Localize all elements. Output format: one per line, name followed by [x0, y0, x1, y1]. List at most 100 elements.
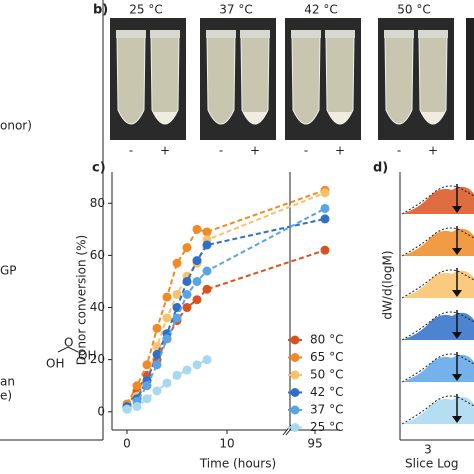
- point: [182, 365, 192, 375]
- x-axis-label: Slice Log: [405, 457, 459, 471]
- point: [172, 258, 182, 268]
- pellet: [421, 112, 445, 124]
- fragment: O: [64, 336, 73, 350]
- point: [192, 256, 202, 266]
- legend-label: 42 °C: [310, 385, 343, 399]
- tube-cap: [116, 30, 146, 38]
- tube-cap: [291, 30, 321, 38]
- point: [182, 276, 192, 286]
- arrow-head: [452, 248, 462, 255]
- point: [192, 224, 202, 234]
- x-tick-label: 95: [307, 437, 322, 451]
- tube-cap: [418, 30, 448, 38]
- temperature-label: 25 °C: [129, 3, 162, 17]
- tube-cap: [150, 30, 180, 38]
- point: [202, 227, 212, 237]
- point: [192, 276, 202, 286]
- arrow-head: [452, 332, 462, 339]
- panel-c: 0 20 40 60 80 0 10 95 80 °C 65 °C 50 °C 42 °C 37 °C 2…: [90, 172, 343, 451]
- ridge-fit: [401, 395, 474, 425]
- ridge: [402, 228, 474, 256]
- point: [202, 266, 212, 276]
- point: [202, 240, 212, 250]
- sign-label: -: [219, 144, 223, 158]
- temperature-label: 50 °C: [397, 3, 430, 17]
- point: [320, 214, 330, 224]
- ridge-fit: [401, 311, 474, 341]
- legend-marker: [290, 388, 300, 397]
- ridge-fit: [401, 269, 474, 299]
- y-tick-label: 40: [90, 300, 105, 314]
- tube-cap: [325, 30, 355, 38]
- point: [172, 303, 182, 313]
- point: [152, 386, 162, 396]
- legend-marker: [290, 353, 300, 362]
- x-tick-label: 3: [424, 443, 432, 457]
- x-axis-label: Time (hours): [199, 457, 276, 471]
- legend-label: 65 °C: [310, 350, 343, 364]
- series-line: [126, 217, 326, 408]
- point: [152, 360, 162, 370]
- sign-label: -: [397, 144, 401, 158]
- ridge: [402, 354, 474, 382]
- fragment: GP: [0, 264, 17, 278]
- point: [152, 349, 162, 359]
- point: [142, 360, 152, 370]
- point: [182, 243, 192, 253]
- fragment: onor): [0, 119, 32, 133]
- tube: [418, 35, 448, 125]
- arrow-head: [452, 290, 462, 297]
- legend-marker: [290, 335, 300, 345]
- ridge: [402, 396, 474, 424]
- point: [192, 360, 202, 370]
- legend-label: 37 °C: [310, 403, 343, 417]
- point: [182, 303, 192, 313]
- legend-label: 50 °C: [310, 368, 343, 382]
- bond: [57, 346, 79, 353]
- legend-marker: [290, 370, 300, 380]
- point: [162, 292, 172, 302]
- y-tick-label: 80: [90, 196, 105, 210]
- ridge-fit: [401, 185, 474, 215]
- temperature-label: 37 °C: [219, 3, 252, 17]
- point: [162, 334, 172, 344]
- fragment: OH: [78, 349, 96, 363]
- ridge: [402, 186, 474, 214]
- point: [172, 289, 182, 299]
- y-axis-label: Donor conversion (%): [75, 235, 89, 365]
- point: [172, 370, 182, 380]
- y-tick-label: 60: [90, 248, 105, 262]
- tube: [206, 35, 236, 125]
- point: [172, 313, 182, 323]
- fragment: OH: [46, 357, 64, 371]
- point: [132, 381, 142, 391]
- panel-label: c): [92, 161, 106, 176]
- sign-label: +: [250, 144, 260, 158]
- tube: [325, 35, 355, 125]
- point: [320, 245, 330, 255]
- sign-label: -: [304, 144, 308, 158]
- ridge-fit: [401, 227, 474, 257]
- panel-label: d): [373, 161, 388, 176]
- legend-label: 80 °C: [310, 333, 343, 347]
- panel-label: b): [93, 3, 108, 18]
- photo-edge: [466, 18, 474, 140]
- point: [142, 394, 152, 404]
- sign-label: +: [160, 144, 170, 158]
- series-line: [126, 207, 326, 410]
- left-panel: onor) GP O OH OH an e): [0, 0, 104, 441]
- tube-cap: [240, 30, 270, 38]
- ridge: [402, 312, 474, 340]
- y-tick-label: 0: [97, 404, 105, 418]
- y-axis-label: dW/d(logM): [381, 250, 395, 319]
- panel-d: d) dW/d(logM) Slice Log 3: [373, 161, 474, 471]
- legend-marker: [290, 423, 300, 432]
- point: [320, 188, 330, 198]
- point: [152, 323, 162, 333]
- point: [202, 284, 212, 294]
- sign-label: +: [428, 144, 438, 158]
- tube: [116, 35, 146, 125]
- tube-cap: [384, 30, 414, 38]
- tube: [384, 35, 414, 125]
